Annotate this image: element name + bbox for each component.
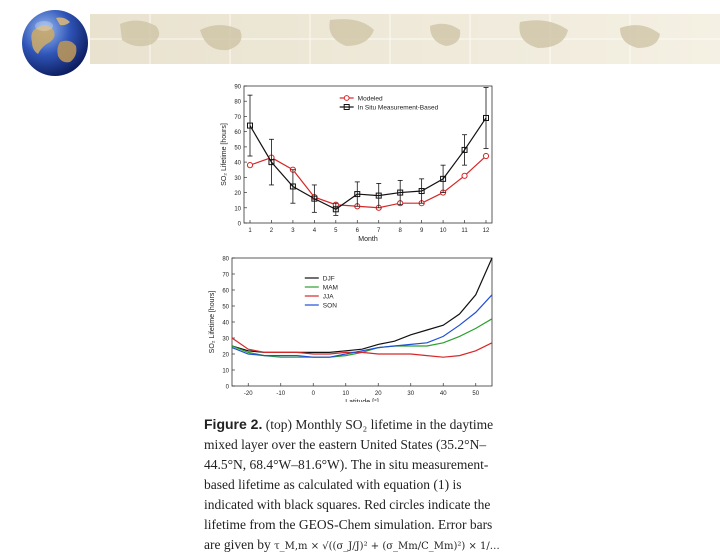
- x-tick-label: 50: [472, 391, 479, 397]
- x-tick-label: 40: [440, 391, 447, 397]
- y-tick-label: 70: [234, 115, 241, 121]
- y-tick-label: 80: [222, 257, 229, 263]
- series-line-in-situ-measurement-based: [249, 117, 487, 210]
- legend-label: SON: [323, 303, 337, 310]
- y-tick-label: 50: [234, 145, 241, 151]
- x-tick-label: -10: [276, 391, 285, 397]
- data-point-measured: [332, 206, 339, 213]
- x-tick-label: -20: [244, 391, 253, 397]
- y-tick-label: 0: [238, 222, 242, 228]
- y-axis-label: SO₂ Lifetime [hours]: [209, 291, 216, 354]
- x-tick-label: 1: [248, 228, 252, 234]
- y-tick-label: 10: [222, 369, 229, 375]
- x-tick-label: 5: [334, 228, 338, 234]
- y-tick-label: 20: [222, 353, 229, 359]
- data-point-measured: [440, 175, 447, 182]
- caption-text: (top) Monthly SO₂ lifetime in the daytim…: [204, 417, 494, 552]
- y-tick-label: 40: [234, 161, 241, 167]
- caption-formula: τ_M,m × √((σ_J/J)² + (σ_Mm/C_Mm)²) × 1/…: [274, 541, 500, 552]
- data-point-measured: [483, 114, 489, 121]
- x-tick-label: 10: [440, 228, 447, 234]
- series-line-jja: [231, 337, 493, 358]
- y-tick-label: 90: [234, 85, 241, 91]
- globe-icon: [22, 10, 88, 76]
- data-point-modeled: [461, 172, 468, 179]
- y-tick-label: 30: [234, 176, 241, 182]
- y-tick-label: 80: [234, 100, 241, 106]
- y-tick-label: 70: [222, 273, 229, 279]
- x-tick-label: 3: [291, 228, 295, 234]
- plot-frame: [231, 257, 493, 387]
- data-point-modeled: [246, 162, 254, 169]
- map-banner: [90, 14, 720, 64]
- x-tick-label: 2: [270, 228, 274, 234]
- y-tick-label: 20: [234, 191, 241, 197]
- x-tick-label: 9: [420, 228, 424, 234]
- series-line-mam: [231, 318, 493, 358]
- y-tick-label: 40: [222, 321, 229, 327]
- x-tick-label: 0: [312, 391, 316, 397]
- data-point-modeled: [482, 152, 490, 160]
- x-tick-label: 20: [375, 391, 382, 397]
- series-line-modeled: [249, 155, 487, 209]
- y-tick-label: 50: [222, 305, 229, 311]
- y-tick-label: 60: [234, 130, 241, 136]
- data-point-measured: [397, 189, 404, 196]
- data-point-measured: [289, 183, 296, 190]
- legend-label: In Situ Measurement-Based: [358, 105, 439, 112]
- legend-label: Modeled: [358, 96, 383, 103]
- y-tick-label: 30: [222, 337, 229, 343]
- legend-label: JJA: [323, 294, 335, 301]
- bottom-panel-latitude: 0 10 20 30 40 50 60 70 80 -20 -10 0 10 20 30 40 50 Latitu…: [209, 257, 493, 402]
- series-line-djf: [231, 257, 493, 353]
- data-point-measured: [354, 191, 361, 198]
- x-tick-label: 6: [356, 228, 360, 234]
- data-point-measured: [247, 122, 253, 129]
- data-point-measured: [268, 159, 275, 166]
- y-tick-label: 0: [226, 385, 230, 391]
- x-tick-label: 30: [407, 391, 414, 397]
- x-tick-label: 8: [399, 228, 403, 234]
- series-line-son: [231, 294, 493, 358]
- x-tick-label: 12: [483, 228, 490, 234]
- data-point-measured: [311, 195, 318, 202]
- figure-caption: Figure 2. (top) Monthly SO₂ lifetime in …: [204, 414, 504, 557]
- x-tick-label: 4: [313, 228, 317, 234]
- y-tick-label: 60: [222, 289, 229, 295]
- caption-label: Figure 2.: [204, 416, 263, 432]
- y-axis-label: SO₂ Lifetime [hours]: [221, 123, 228, 186]
- data-point-measured: [461, 146, 468, 153]
- legend-marker: [343, 95, 350, 101]
- legend-marker: [343, 104, 350, 110]
- x-axis-label: Month: [358, 236, 378, 243]
- data-point-measured: [375, 192, 382, 199]
- legend: DJF MAM JJA SON: [304, 276, 338, 310]
- legend-label: MAM: [323, 285, 338, 292]
- x-tick-label: 7: [377, 228, 381, 234]
- x-tick-label: 10: [342, 391, 349, 397]
- x-axis-label: Latitude [°]: [345, 398, 379, 402]
- data-point-measured: [418, 188, 425, 195]
- y-tick-label: 10: [234, 206, 241, 212]
- legend: Modeled In Situ Measurement-Based: [339, 95, 439, 112]
- plot-frame: [243, 85, 493, 224]
- x-tick-label: 11: [461, 228, 468, 234]
- legend-label: DJF: [323, 276, 335, 283]
